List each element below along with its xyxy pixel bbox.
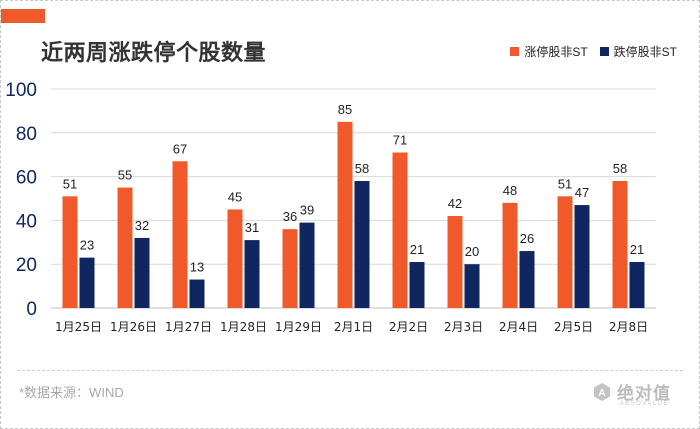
bar-limit-down — [574, 205, 590, 308]
bar-limit-up — [282, 229, 298, 308]
bar-limit-up — [612, 180, 628, 308]
data-label: 26 — [520, 231, 534, 246]
data-label: 32 — [135, 218, 149, 233]
bar-limit-down — [519, 251, 535, 308]
bar-limit-up — [62, 196, 78, 308]
bar-limit-down — [354, 180, 370, 308]
x-tick-label: 1月28日 — [220, 320, 267, 334]
legend-item-limit-up: 涨停股非ST — [510, 43, 588, 60]
x-tick-label: 1月27日 — [165, 320, 212, 334]
legend-label-limit-up: 涨停股非ST — [524, 45, 588, 59]
bar-limit-up — [447, 216, 463, 308]
bar-chart: 0 20 40 60 80 100 1月25日 51 23 1月26日 55 32 1月27日 67 13 1… — [5, 80, 656, 334]
data-label: 47 — [575, 185, 589, 200]
y-tick-label: 0 — [26, 299, 37, 320]
data-label: 67 — [173, 141, 187, 156]
bar-limit-down — [464, 264, 480, 308]
legend-item-limit-down: 跌停股非ST — [599, 43, 677, 60]
data-label: 23 — [80, 238, 94, 253]
bar-limit-down — [134, 237, 150, 308]
x-tick-label: 1月26日 — [110, 320, 157, 334]
legend-label-limit-down: 跌停股非ST — [613, 45, 677, 59]
bar-limit-up — [117, 187, 133, 308]
x-tick-label: 2月2日 — [389, 320, 428, 334]
chart-title: 近两周涨跌停个股数量 — [41, 41, 267, 66]
data-label: 48 — [503, 183, 517, 198]
data-label: 31 — [245, 220, 259, 235]
bar-limit-down — [244, 240, 260, 308]
bar-limit-up — [392, 152, 408, 308]
logo-icon: A — [594, 382, 610, 401]
y-tick-label: 100 — [5, 80, 37, 101]
bar-limit-down — [629, 262, 645, 308]
bar-limit-down — [409, 262, 425, 308]
x-tick-label: 2月3日 — [444, 320, 483, 334]
bar-limit-up — [557, 196, 573, 308]
data-label: 21 — [630, 242, 644, 257]
x-tick-label: 1月29日 — [275, 320, 322, 334]
data-label: 39 — [300, 203, 314, 218]
bar-limit-up — [172, 161, 188, 308]
bar-limit-down — [79, 257, 95, 308]
x-tick-label: 2月4日 — [499, 320, 538, 334]
data-label: 45 — [228, 189, 242, 204]
y-tick-label: 20 — [16, 255, 37, 276]
data-label: 55 — [118, 168, 132, 183]
y-tick-label: 40 — [16, 211, 37, 232]
footer-divider — [17, 370, 683, 371]
logo-text: 绝对值 — [617, 384, 671, 404]
brand-logo: A 绝对值 — [592, 379, 671, 404]
data-label: 42 — [448, 196, 462, 211]
data-label: 58 — [355, 161, 369, 176]
bar-limit-down — [299, 222, 315, 308]
y-tick-label: 60 — [16, 168, 37, 189]
data-label: 51 — [558, 176, 572, 191]
x-tick-label: 2月5日 — [554, 320, 593, 334]
data-label: 21 — [410, 242, 424, 257]
bar-limit-down — [189, 279, 205, 308]
legend: 涨停股非ST 跌停股非ST — [510, 43, 677, 60]
svg-text:A: A — [598, 388, 605, 399]
x-tick-label: 2月1日 — [334, 320, 373, 334]
legend-swatch-limit-down — [599, 47, 609, 56]
data-label: 71 — [393, 133, 407, 148]
y-tick-label: 80 — [16, 124, 37, 145]
data-label: 85 — [338, 102, 352, 117]
bar-limit-up — [337, 121, 353, 308]
bar-limit-up — [227, 209, 243, 308]
source-note: *数据来源：WIND — [19, 385, 124, 400]
logo-subtext: ABSOVALUE — [619, 401, 669, 407]
data-label: 20 — [465, 244, 479, 259]
x-tick-label: 1月25日 — [55, 320, 102, 334]
data-label: 36 — [283, 209, 297, 224]
data-label: 58 — [613, 161, 627, 176]
data-label: 51 — [63, 176, 77, 191]
data-label: 13 — [190, 260, 204, 275]
legend-swatch-limit-up — [510, 47, 520, 56]
bar-limit-up — [502, 202, 518, 308]
accent-bar — [1, 9, 45, 23]
x-tick-label: 2月8日 — [609, 320, 648, 334]
